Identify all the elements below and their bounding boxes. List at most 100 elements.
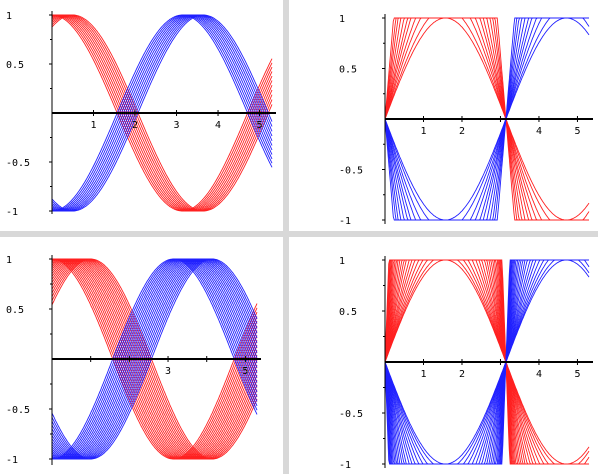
series-red-5 bbox=[51, 14, 273, 212]
series-blue-1 bbox=[51, 258, 258, 460]
x-tick-label: 2 bbox=[132, 120, 138, 131]
series-red-7 bbox=[51, 258, 258, 460]
series-blue-8 bbox=[51, 258, 258, 460]
y-tick-label: -0.5 bbox=[339, 166, 363, 177]
y-tick-label: 1 bbox=[339, 256, 345, 267]
series-red-2 bbox=[51, 258, 258, 460]
series-blue-3 bbox=[51, 258, 258, 460]
y-tick-label: 0.5 bbox=[6, 60, 24, 71]
series-red-2 bbox=[51, 14, 273, 212]
series-blue-0 bbox=[384, 259, 590, 465]
series-red-11 bbox=[51, 258, 258, 460]
series-red-6 bbox=[51, 258, 258, 460]
series-blue-2 bbox=[51, 14, 273, 212]
y-tick-label: 1 bbox=[339, 14, 345, 25]
series-blue-7 bbox=[51, 14, 273, 212]
x-tick-label: 4 bbox=[536, 126, 542, 137]
x-tick-label: 2 bbox=[459, 126, 465, 137]
y-tick-label: -0.5 bbox=[339, 409, 363, 420]
series-blue-6 bbox=[51, 258, 258, 460]
y-tick-label: 0.5 bbox=[339, 307, 357, 318]
series-blue-4 bbox=[51, 258, 258, 460]
series-red-8 bbox=[51, 14, 273, 212]
series-blue-0 bbox=[52, 14, 273, 212]
series-red-3 bbox=[51, 258, 258, 460]
x-tick-label: 1 bbox=[420, 369, 426, 380]
series-red-3 bbox=[51, 14, 273, 212]
x-tick-label: 5 bbox=[574, 126, 580, 137]
x-tick-label: 5 bbox=[574, 369, 580, 380]
chart-panel-top-left: 1 2 3 4 5 1 0.5 -0.5 -1 bbox=[0, 0, 283, 231]
series-blue-1 bbox=[51, 14, 273, 212]
series-red-0 bbox=[52, 258, 258, 460]
series-red-1 bbox=[51, 258, 258, 460]
series-red-7 bbox=[51, 14, 273, 212]
series-blue-12 bbox=[51, 258, 258, 460]
x-tick-label: 3 bbox=[165, 366, 171, 377]
y-tick-label: -0.5 bbox=[6, 158, 30, 169]
series-blue-3 bbox=[51, 14, 273, 212]
series-blue-20 bbox=[51, 258, 258, 460]
y-tick-label: 1 bbox=[6, 255, 12, 266]
chart-bottom-right: 1 2 4 5 1 0.5 -0.5 -1 bbox=[339, 256, 593, 471]
chart-panel-top-right: 1 2 4 5 1 0.5 -0.5 -1 bbox=[289, 0, 598, 231]
series-red-9 bbox=[51, 14, 273, 212]
series-blue-9 bbox=[51, 14, 273, 212]
y-tick-label: 0.5 bbox=[6, 305, 24, 316]
series-red-9 bbox=[51, 258, 258, 460]
series-blue-10 bbox=[51, 258, 258, 460]
series-blue-0 bbox=[52, 258, 258, 460]
series-blue-0 bbox=[384, 17, 590, 221]
x-tick-label: 5 bbox=[257, 120, 263, 131]
series-blue-10 bbox=[51, 14, 273, 212]
series-red-4 bbox=[51, 14, 273, 212]
series-red-0 bbox=[384, 259, 590, 465]
x-tick-label: 4 bbox=[215, 120, 221, 131]
series-blue-6 bbox=[51, 14, 273, 212]
x-tick-label: 4 bbox=[536, 369, 542, 380]
y-tick-label: 1 bbox=[6, 11, 12, 22]
series-red-20 bbox=[51, 258, 258, 460]
chart-panel-bottom-left: 3 5 1 0.5 -0.5 -1 bbox=[0, 237, 283, 474]
series-red-14 bbox=[51, 258, 258, 460]
y-tick-label: -1 bbox=[6, 207, 18, 218]
series-red-6 bbox=[51, 14, 273, 212]
series-red-1 bbox=[51, 14, 273, 212]
series-red-5 bbox=[51, 258, 258, 460]
series-blue-8 bbox=[51, 14, 273, 212]
series-red-12 bbox=[51, 258, 258, 460]
series-red-20 bbox=[384, 259, 589, 465]
series-blue-5 bbox=[51, 14, 273, 212]
series-red-0 bbox=[384, 17, 590, 221]
series-red-8 bbox=[51, 258, 258, 460]
series-blue-13 bbox=[51, 258, 258, 460]
series-red-10 bbox=[51, 14, 273, 212]
x-tick-label: 1 bbox=[420, 126, 426, 137]
series-blue-10 bbox=[384, 17, 589, 221]
y-tick-label: -1 bbox=[339, 460, 351, 471]
chart-panel-bottom-right: 1 2 4 5 1 0.5 -0.5 -1 bbox=[289, 237, 598, 474]
series-blue-20 bbox=[384, 259, 589, 465]
series-blue-4 bbox=[51, 14, 273, 212]
x-tick-label: 5 bbox=[242, 366, 248, 377]
chart-bottom-left: 3 5 1 0.5 -0.5 -1 bbox=[6, 255, 261, 466]
series-red-4 bbox=[51, 258, 258, 460]
y-tick-label: -1 bbox=[6, 455, 18, 466]
series-red-10 bbox=[51, 258, 258, 460]
series-blue-7 bbox=[51, 258, 258, 460]
chart-top-right: 1 2 4 5 1 0.5 -0.5 -1 bbox=[339, 14, 593, 227]
series-blue-9 bbox=[51, 258, 258, 460]
series-blue-5 bbox=[51, 258, 258, 460]
y-tick-label: -0.5 bbox=[6, 405, 30, 416]
series-blue-2 bbox=[51, 258, 258, 460]
series-red-0 bbox=[52, 14, 273, 212]
series-blue-14 bbox=[51, 258, 258, 460]
series-blue-11 bbox=[51, 258, 258, 460]
y-tick-label: -1 bbox=[339, 216, 351, 227]
chart-top-left: 1 2 3 4 5 1 0.5 -0.5 -1 bbox=[6, 11, 276, 218]
x-tick-label: 2 bbox=[459, 369, 465, 380]
x-tick-label: 1 bbox=[91, 120, 97, 131]
series-red-13 bbox=[51, 258, 258, 460]
x-tick-label: 3 bbox=[174, 120, 180, 131]
